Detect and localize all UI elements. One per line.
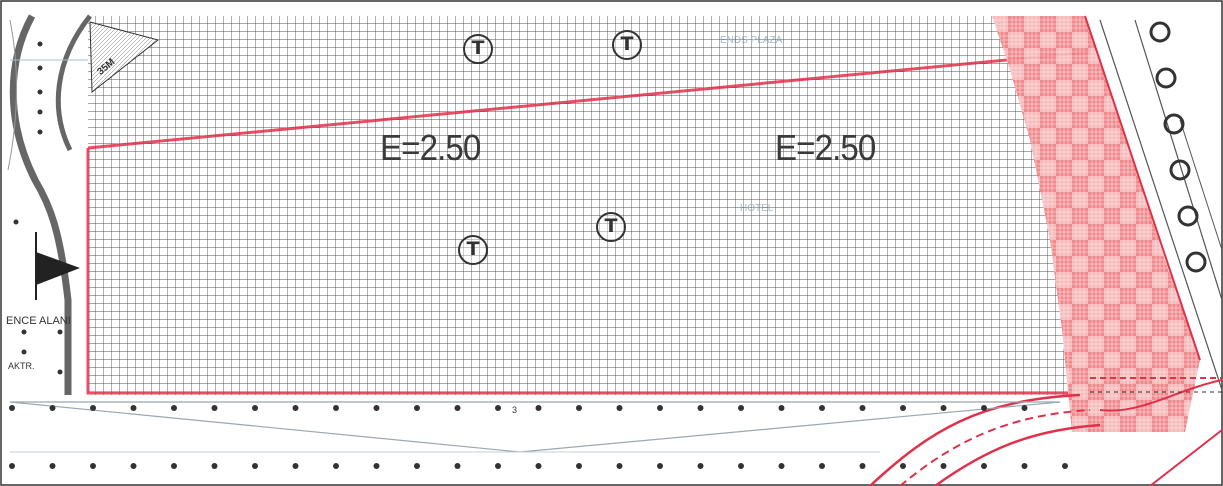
tree-dot	[657, 405, 663, 411]
faint-label: HOTEL	[740, 203, 774, 214]
tree-dot	[738, 405, 744, 411]
tree-dot	[211, 463, 218, 469]
tree-dot	[414, 405, 420, 411]
tree-dot	[37, 65, 43, 71]
tree-dot	[292, 405, 299, 411]
road-line	[1179, 119, 1223, 251]
ring-symbol	[1163, 113, 1185, 135]
tree-dot	[171, 463, 177, 469]
tree-dot	[211, 405, 218, 411]
ring-symbol	[1185, 251, 1207, 273]
tree-dot	[1021, 405, 1028, 411]
left-curved-road	[55, 14, 92, 152]
tree-dot	[13, 219, 19, 225]
tree-dot	[738, 463, 744, 469]
tree-dot	[57, 369, 63, 375]
parcel-boundary-diagonal	[87, 50, 1091, 150]
area-sub-label: AKTR.	[8, 361, 35, 371]
tree-dot	[900, 463, 906, 469]
tree-symbol-icon: T	[596, 212, 626, 242]
tree-dot	[252, 405, 258, 411]
tree-dot	[495, 405, 501, 411]
tree-dot	[373, 463, 380, 469]
tree-dot	[697, 405, 704, 411]
tree-dot	[495, 463, 501, 469]
tree-dot	[37, 41, 43, 47]
tree-dot	[900, 405, 906, 411]
tree-dot	[454, 405, 461, 411]
tree-dot	[981, 405, 987, 411]
tree-dot	[37, 109, 43, 115]
road-ramp	[1099, 379, 1223, 412]
small-number: 3	[512, 405, 518, 415]
tree-dot	[819, 463, 825, 469]
tree-dot	[940, 463, 947, 469]
tree-dot	[576, 405, 582, 411]
tree-dot	[49, 405, 56, 411]
left-curved-road	[9, 14, 72, 395]
tree-dot	[819, 405, 825, 411]
tree-dot	[9, 463, 15, 469]
tree-dot	[373, 405, 380, 411]
pink-hatched-zone	[992, 16, 1200, 432]
north-arrow-icon	[36, 252, 80, 285]
tree-dot	[9, 405, 15, 411]
left-road-edge	[7, 19, 17, 171]
tree-symbol-icon: T	[458, 235, 488, 265]
tree-dot	[292, 463, 299, 469]
road-ramp	[934, 423, 1101, 486]
tree-dot	[616, 463, 623, 469]
tree-dot	[778, 405, 785, 411]
tree-dot	[940, 405, 947, 411]
tree-symbol-icon: T	[463, 34, 493, 64]
tree-dots	[9, 41, 1068, 469]
area-label: ENCE ALANI	[6, 315, 71, 327]
tree-dot	[130, 405, 137, 411]
road-ramp	[869, 393, 1081, 486]
ring-symbol	[1177, 205, 1199, 227]
tree-dot	[981, 463, 987, 469]
tree-dot	[1062, 463, 1068, 469]
tree-dot	[49, 463, 56, 469]
tree-dot	[37, 89, 43, 95]
faint-label: ENDS PLAZA	[720, 35, 783, 46]
road-line	[1099, 19, 1223, 391]
tree-dot	[576, 463, 582, 469]
road-ramp	[1149, 429, 1223, 486]
tree-dot	[859, 405, 866, 411]
tree-dot	[57, 329, 63, 335]
tree-dot	[657, 463, 663, 469]
tree-dot	[21, 349, 27, 355]
tree-dot	[37, 129, 43, 135]
tree-dot	[90, 405, 96, 411]
tree-dot	[21, 329, 27, 335]
tree-dot	[616, 405, 623, 411]
tree-dot	[535, 405, 542, 411]
ring-symbol	[1155, 67, 1177, 89]
density-label: E=2.50	[380, 127, 481, 168]
tree-dot	[333, 463, 339, 469]
tree-symbol-icon: T	[612, 30, 642, 60]
tree-dot	[454, 463, 461, 469]
tree-dot	[535, 463, 542, 469]
tree-dot	[697, 463, 704, 469]
tree-dot	[252, 463, 258, 469]
parcel-boundary-outline	[86, 148, 1068, 395]
tree-dot	[130, 463, 137, 469]
tree-dot	[1021, 463, 1028, 469]
tree-dot	[859, 463, 866, 469]
tree-dot	[90, 463, 96, 469]
ring-symbol	[1169, 159, 1191, 181]
tree-dot	[778, 463, 785, 469]
pink-zone-edge	[1084, 15, 1201, 361]
tree-dot	[333, 405, 339, 411]
gridded-parcel	[88, 16, 1068, 395]
tree-dot	[414, 463, 420, 469]
tree-dot	[171, 405, 177, 411]
density-label: E=2.50	[775, 127, 876, 168]
corner-triangle	[89, 21, 160, 94]
ring-symbol	[1149, 21, 1171, 43]
ring-symbols	[1149, 21, 1207, 273]
